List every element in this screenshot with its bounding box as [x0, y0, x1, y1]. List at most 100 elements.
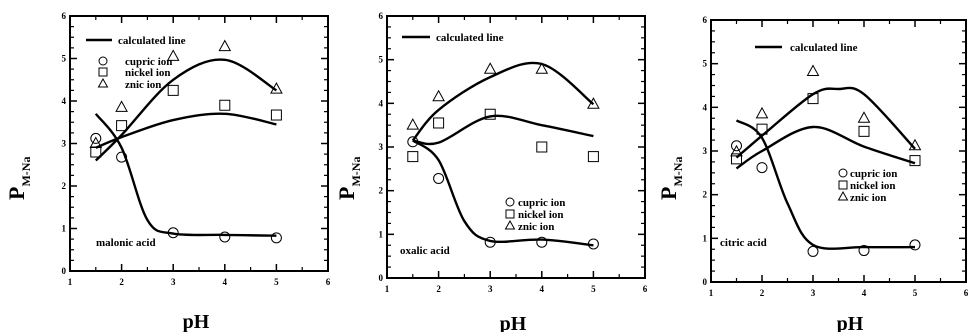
data-point-circle — [807, 245, 819, 257]
x-tick-label: 3 — [488, 284, 493, 294]
x-tick-label: 3 — [171, 277, 176, 287]
y-tick-label: 4 — [379, 98, 384, 108]
data-point-square — [167, 84, 179, 96]
x-tick-label: 6 — [964, 288, 969, 298]
data-point-square — [587, 151, 599, 163]
data-point-triangle — [166, 49, 180, 61]
calculated-curve-square — [95, 112, 277, 149]
y-tick-label: 3 — [703, 146, 708, 156]
x-tick-label: 1 — [68, 277, 73, 287]
y-tick-label: 1 — [703, 233, 708, 243]
x-tick-label: 4 — [540, 284, 545, 294]
y-tick-label: 6 — [379, 11, 384, 21]
data-point-circle — [433, 172, 445, 184]
legend-label-znic: znic ion — [850, 192, 886, 204]
x-tick-label: 6 — [326, 277, 331, 287]
data-point-circle — [270, 232, 282, 244]
legend-marker-square — [838, 180, 848, 190]
data-point-circle — [484, 236, 496, 248]
data-point-triangle — [432, 89, 445, 102]
data-point-square — [270, 109, 282, 121]
data-point-square — [536, 141, 548, 153]
y-tick-label: 5 — [703, 59, 708, 69]
legend-label-nickel: nickel ion — [518, 209, 564, 221]
y-axis-label: PM-Na — [4, 157, 33, 200]
legend-label-nickel: nickel ion — [850, 180, 896, 192]
y-axis-label: PM-Na — [334, 157, 363, 200]
data-point-triangle — [483, 62, 497, 74]
data-point-square — [219, 99, 231, 111]
y-tick-label: 0 — [62, 266, 67, 276]
x-axis-label: pH — [837, 313, 864, 332]
calculated-curve-circle — [412, 139, 594, 247]
chart-panel-citric: PM-Na pH citric acid calculated line cup… — [656, 15, 969, 332]
y-tick-label: 4 — [703, 102, 708, 112]
legend-label-znic: znic ion — [518, 221, 554, 233]
data-point-circle — [536, 236, 548, 248]
legend-marker-square — [98, 67, 108, 77]
calculated-line-legend-label: calculated line — [436, 32, 504, 44]
calculated-curve-square — [735, 125, 916, 170]
data-point-circle — [219, 231, 231, 243]
x-tick-label: 5 — [591, 284, 596, 294]
chart-panel-oxalic: PM-Na pH oxalic acid calculated line cup… — [334, 11, 648, 332]
y-tick-label: 2 — [703, 190, 708, 200]
x-tick-label: 2 — [436, 284, 441, 294]
data-point-triangle — [535, 62, 549, 74]
data-point-square — [433, 117, 445, 129]
y-tick-label: 3 — [62, 139, 67, 149]
x-tick-label: 1 — [709, 288, 714, 298]
y-tick-label: 1 — [62, 224, 67, 234]
legend-marker-triangle — [504, 219, 516, 230]
data-point-triangle — [908, 138, 922, 151]
calculated-line-legend-label: calculated line — [790, 42, 858, 54]
data-point-circle — [731, 140, 742, 152]
y-tick-label: 6 — [62, 11, 67, 21]
plot-frame — [69, 15, 329, 272]
legend-label-cupric: cupric ion — [518, 197, 565, 209]
x-tick-label: 2 — [760, 288, 765, 298]
x-tick-label: 3 — [811, 288, 816, 298]
data-point-triangle — [806, 64, 820, 77]
data-point-square — [116, 120, 128, 132]
legend-marker-triangle — [837, 190, 849, 201]
data-point-square — [858, 125, 870, 137]
calculated-line-legend-label: calculated line — [118, 35, 186, 47]
data-point-triangle — [406, 118, 420, 130]
legend-label-cupric: cupric ion — [850, 168, 897, 180]
data-point-triangle — [755, 106, 769, 119]
acid-annotation: citric acid — [720, 237, 767, 249]
acid-annotation: malonic acid — [96, 237, 156, 249]
y-tick-label: 2 — [62, 181, 67, 191]
data-point-circle — [858, 245, 870, 257]
y-tick-label: 6 — [703, 15, 708, 25]
y-tick-label: 5 — [62, 54, 67, 64]
data-point-square — [909, 155, 921, 167]
data-point-triangle — [270, 82, 283, 94]
legend-marker-square — [505, 209, 515, 219]
legend-marker-triangle — [97, 77, 109, 88]
calculated-curve-triangle — [94, 58, 278, 162]
data-point-triangle — [89, 136, 103, 148]
y-axis-label: PM-Na — [656, 157, 685, 200]
data-point-circle — [587, 238, 599, 250]
legend-marker-circle — [505, 197, 515, 207]
y-tick-label: 0 — [703, 277, 708, 287]
data-point-circle — [116, 151, 128, 163]
y-tick-label: 5 — [379, 55, 384, 65]
legend-label-cupric: cupric ion — [125, 56, 172, 68]
data-point-circle — [167, 227, 179, 239]
x-tick-label: 4 — [223, 277, 228, 287]
acid-annotation: oxalic acid — [400, 245, 450, 257]
data-point-circle — [90, 132, 102, 144]
calculated-curve-triangle — [735, 86, 916, 159]
calculated-curve-triangle — [411, 61, 595, 142]
data-point-triangle — [218, 39, 232, 52]
data-point-square — [407, 151, 419, 163]
data-point-square — [731, 153, 742, 165]
x-tick-label: 4 — [862, 288, 867, 298]
legend-label-znic: znic ion — [125, 79, 161, 91]
data-point-triangle — [730, 144, 743, 157]
data-point-triangle — [115, 100, 128, 112]
